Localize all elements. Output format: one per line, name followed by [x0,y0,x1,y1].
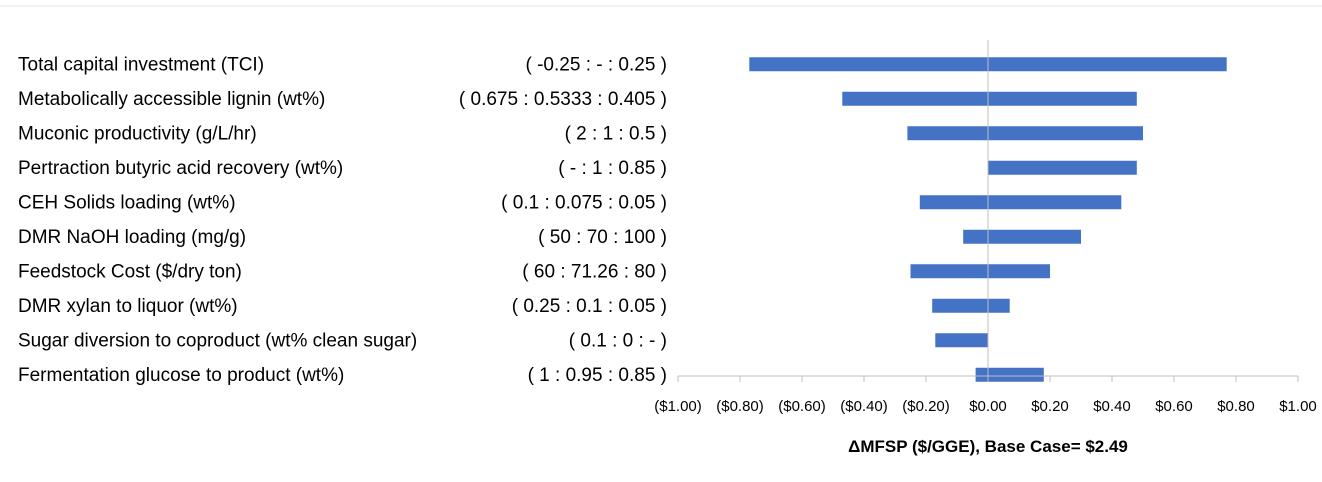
x-tick-label: $0.40 [1093,398,1131,415]
category-label: DMR xylan to liquor (wt%) [18,296,238,317]
sensitivity-bar [932,298,1010,313]
x-axis: ($1.00) ($0.80) ($0.60) ($0.40) ($0.20) $0.00… [654,40,1317,415]
category-label: Muconic productivity (g/L/hr) [18,123,257,144]
x-tick-label: ($0.40) [840,398,888,415]
category-label: Pertraction butyric acid recovery (wt%) [18,158,343,179]
sensitivity-bar [919,195,1122,210]
range-label: ( 0.675 : 0.5333 : 0.405 ) [459,89,667,110]
x-tick-label: $0.20 [1031,398,1069,415]
category-label: Feedstock Cost ($/dry ton) [18,261,242,282]
range-label: ( -0.25 : - : 0.25 ) [526,54,668,75]
range-label: ( 0.25 : 0.1 : 0.05 ) [512,296,667,317]
category-label: DMR NaOH loading (mg/g) [18,227,246,248]
category-label: Fermentation glucose to product (wt%) [18,365,344,386]
x-tick-label: $1.00 [1279,398,1317,415]
category-label: Total capital investment (TCI) [18,54,264,75]
x-tick-label: $0.60 [1155,398,1193,415]
range-label: ( 1 : 0.95 : 0.85 ) [528,365,667,386]
x-tick-label: $0.00 [969,398,1007,415]
sensitivity-bar [963,229,1081,244]
range-label: ( - : 1 : 0.85 ) [558,158,667,179]
category-label: CEH Solids loading (wt%) [18,192,236,213]
sensitivity-bar [935,333,988,348]
sensitivity-bar [975,367,1044,382]
sensitivity-bar [988,160,1137,175]
range-labels: ( -0.25 : - : 0.25 ) ( 0.675 : 0.5333 : 0… [459,54,667,386]
category-label: Metabolically accessible lignin (wt%) [18,89,325,110]
range-label: ( 50 : 70 : 100 ) [538,227,667,248]
x-tick-label: ($0.60) [778,398,826,415]
range-label: ( 0.1 : 0.075 : 0.05 ) [501,192,667,213]
sensitivity-bar [842,91,1137,106]
range-label: ( 60 : 71.26 : 80 ) [522,261,667,282]
x-tick-label: $0.80 [1217,398,1255,415]
x-tick-label: ($1.00) [654,398,702,415]
range-label: ( 2 : 1 : 0.5 ) [565,123,667,144]
range-label: ( 0.1 : 0 : - ) [569,330,667,351]
category-label: Sugar diversion to coproduct (wt% clean … [18,330,417,351]
sensitivity-bar [910,264,1050,279]
category-labels: Total capital investment (TCI) Metabolica… [18,54,417,386]
x-tick-label: ($0.80) [716,398,764,415]
x-axis-title: ΔMFSP ($/GGE), Base Case= $2.49 [848,437,1128,456]
x-tick-label: ($0.20) [902,398,950,415]
sensitivity-bar [907,126,1143,141]
